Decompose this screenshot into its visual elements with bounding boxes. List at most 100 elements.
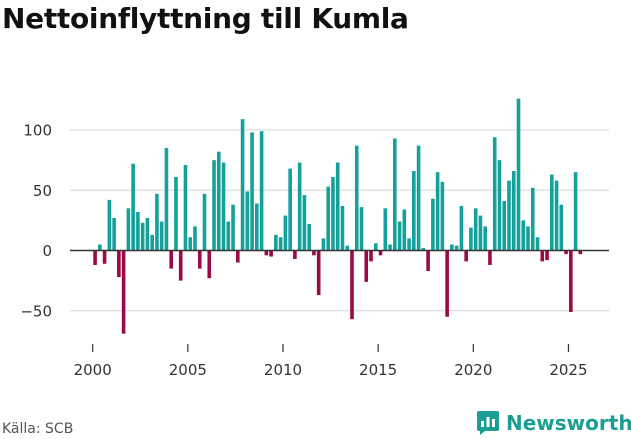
- x-tick-label: 2025: [549, 361, 587, 379]
- bar-2004-q2: [174, 177, 178, 251]
- bar-2009-q4: [278, 237, 283, 251]
- bar-2015-q4: [393, 138, 397, 251]
- bar-2001-q3: [121, 250, 126, 334]
- bar-2004-q4: [183, 164, 188, 251]
- bar-2016-q3: [407, 238, 411, 251]
- bar-2021-q2: [497, 160, 502, 251]
- bar-2009-q2: [269, 250, 273, 257]
- bar-2010-q1: [283, 215, 288, 251]
- bar-2018-q1: [435, 172, 440, 251]
- bar-2017-q4: [431, 198, 435, 251]
- bar-2000-q3: [102, 250, 107, 264]
- bar-2002-q1: [131, 163, 135, 251]
- bar-2008-q3: [255, 203, 259, 251]
- bar-2023-q4: [545, 250, 549, 261]
- bar-2016-q4: [412, 170, 416, 251]
- bar-2002-q2: [136, 211, 140, 251]
- bar-2016-q2: [402, 209, 407, 251]
- bar-2015-q2: [383, 208, 388, 251]
- x-tick-label: 2020: [454, 361, 492, 379]
- y-tick-label: 50: [33, 182, 52, 200]
- chart-title: Nettoinflyttning till Kumla: [2, 2, 409, 35]
- bar-2018-q3: [445, 250, 449, 317]
- bar-2001-q1: [112, 217, 116, 251]
- bar-2024-q2: [554, 180, 559, 251]
- bar-2013-q1: [340, 205, 345, 251]
- bar-2000-q1: [93, 250, 97, 265]
- bar-2016-q1: [397, 221, 402, 251]
- bar-2015-q3: [388, 244, 392, 251]
- bar-2014-q3: [369, 250, 373, 262]
- bar-2020-q4: [488, 250, 492, 265]
- bar-2011-q3: [312, 250, 316, 256]
- bar-2002-q4: [145, 217, 150, 251]
- bar-2022-q2: [516, 98, 521, 251]
- bar-2013-q2: [345, 245, 350, 251]
- bar-2025-q3: [578, 250, 583, 255]
- bar-2005-q2: [193, 226, 197, 251]
- bar-2018-q4: [450, 244, 454, 251]
- bar-2007-q3: [236, 250, 240, 263]
- bar-2005-q1: [188, 237, 193, 251]
- bar-2014-q2: [364, 250, 369, 282]
- bar-2014-q4: [373, 243, 378, 251]
- bar-2009-q3: [274, 234, 278, 251]
- bar-2019-q4: [469, 227, 473, 251]
- bar-2011-q2: [307, 223, 311, 251]
- bar-2000-q4: [107, 199, 112, 251]
- bar-2005-q4: [202, 193, 207, 251]
- bar-2010-q4: [297, 162, 302, 251]
- bar-2017-q3: [426, 250, 430, 271]
- bar-2022-q3: [521, 220, 526, 251]
- bar-2010-q3: [293, 250, 297, 259]
- bar-2003-q1: [150, 234, 154, 251]
- bar-2019-q2: [459, 205, 464, 251]
- x-tick-label: 2000: [74, 361, 112, 379]
- bar-2020-q2: [478, 215, 483, 251]
- bar-2004-q3: [178, 250, 183, 281]
- bar-2019-q1: [454, 245, 459, 251]
- bar-2010-q2: [288, 168, 292, 251]
- bar-2013-q4: [354, 145, 359, 251]
- bar-2003-q3: [159, 221, 164, 251]
- bar-2024-q1: [550, 174, 554, 251]
- bar-2020-q3: [483, 226, 487, 251]
- brand-name: Newsworthy: [506, 411, 631, 435]
- bar-2017-q2: [421, 248, 426, 251]
- bar-2006-q4: [221, 162, 226, 251]
- bar-2009-q1: [264, 250, 269, 256]
- bar-2013-q3: [350, 250, 354, 320]
- newsworthy-bubble-icon: [477, 411, 499, 435]
- bar-2007-q4: [240, 119, 245, 251]
- bar-2024-q4: [564, 250, 568, 255]
- bar-2011-q4: [316, 250, 321, 296]
- bar-2000-q2: [98, 244, 102, 251]
- bar-2012-q4: [335, 162, 340, 251]
- newsworthy-logo[interactable]: Newsworthy: [476, 409, 631, 437]
- bar-2006-q3: [216, 151, 221, 251]
- bar-2021-q3: [502, 201, 507, 251]
- bar-2018-q2: [440, 181, 445, 251]
- bar-2023-q2: [535, 237, 540, 251]
- bar-2022-q4: [526, 226, 530, 251]
- bar-2014-q1: [359, 207, 364, 251]
- x-tick-label: 2010: [264, 361, 302, 379]
- bars: [93, 98, 583, 334]
- bar-2003-q2: [155, 193, 159, 251]
- bar-2017-q1: [416, 145, 421, 251]
- x-axis-ticks: 2000 2005 2010 2015 2020 2025: [74, 344, 588, 379]
- bar-2006-q1: [207, 250, 212, 279]
- bar-2019-q3: [464, 250, 468, 262]
- bar-2020-q1: [473, 208, 478, 251]
- bar-2025-q2: [573, 172, 578, 251]
- y-axis-ticks: −50 0 50 100: [20, 122, 52, 321]
- bar-2007-q2: [231, 204, 235, 251]
- bar-2021-q1: [492, 137, 497, 251]
- bar-chart: −50 0 50 100 2000 2005 2010 2015 2020 2025: [20, 98, 609, 379]
- bar-2024-q3: [559, 204, 564, 251]
- bar-2001-q2: [117, 250, 121, 278]
- y-tick-label: 100: [23, 122, 52, 140]
- bar-2008-q4: [259, 131, 264, 251]
- bar-2022-q1: [511, 170, 516, 251]
- bar-2006-q2: [212, 160, 216, 251]
